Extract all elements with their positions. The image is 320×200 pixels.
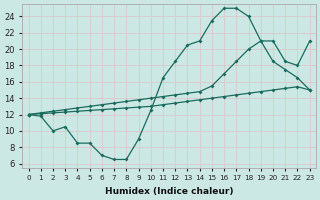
X-axis label: Humidex (Indice chaleur): Humidex (Indice chaleur) [105,187,233,196]
